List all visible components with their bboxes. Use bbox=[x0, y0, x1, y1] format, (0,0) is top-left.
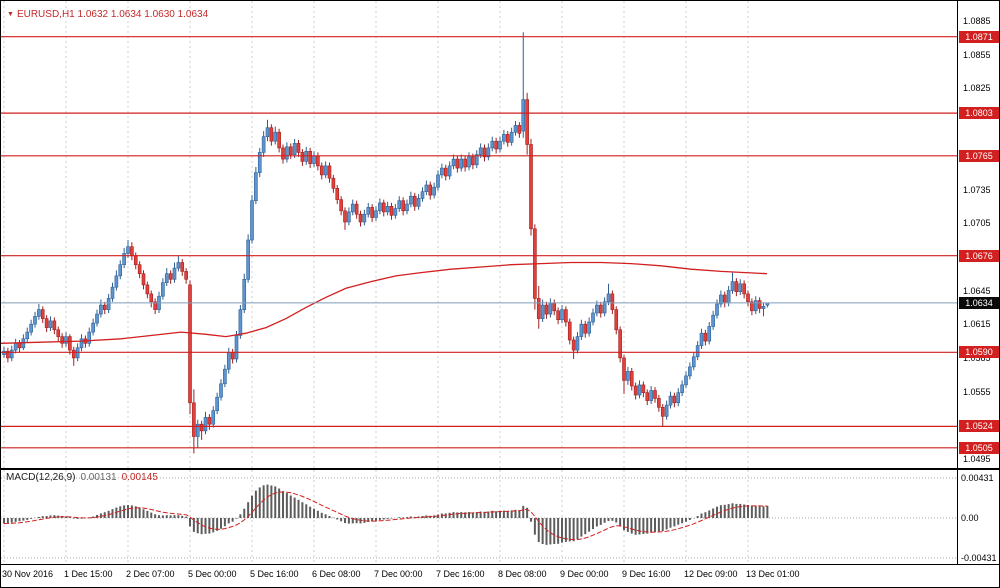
current-price-badge: 1.0634 bbox=[959, 296, 999, 309]
price-level-badge[interactable]: 1.0765 bbox=[959, 149, 999, 162]
time-axis-label: 9 Dec 16:00 bbox=[622, 569, 671, 579]
price-level-badge[interactable]: 1.0524 bbox=[959, 420, 999, 433]
price-tick-label: 1.0495 bbox=[963, 454, 991, 464]
time-axis-label: 12 Dec 09:00 bbox=[684, 569, 738, 579]
macd-tick-label: 0.00431 bbox=[961, 473, 994, 483]
price-tick-label: 1.0855 bbox=[963, 49, 991, 60]
price-level-badge[interactable]: 1.0871 bbox=[959, 30, 999, 43]
price-tick-label: 1.0645 bbox=[963, 285, 991, 296]
symbol-marker-icon: ▼ bbox=[7, 11, 14, 18]
macd-name: MACD(12,26,9) bbox=[6, 472, 76, 483]
macd-main-value: 0.00131 bbox=[80, 472, 117, 483]
price-tick-label: 1.0615 bbox=[963, 319, 991, 330]
price-tick-label: 1.0555 bbox=[963, 386, 991, 397]
macd-histogram bbox=[3, 484, 769, 545]
time-axis-label: 13 Dec 01:00 bbox=[746, 569, 800, 579]
price-level-badge[interactable]: 1.0590 bbox=[959, 346, 999, 359]
time-axis-label: 7 Dec 00:00 bbox=[374, 569, 423, 579]
symbol-ohlc-label: ▼ EURUSD,H1 1.0632 1.0634 1.0630 1.0634 bbox=[7, 9, 208, 20]
price-level-badge[interactable]: 1.0505 bbox=[959, 441, 999, 454]
time-axis-label: 2 Dec 07:00 bbox=[126, 569, 175, 579]
panel-separator[interactable] bbox=[1, 468, 999, 470]
time-axis-label: 5 Dec 00:00 bbox=[188, 569, 237, 579]
macd-tick-label: 0.00 bbox=[961, 513, 979, 523]
time-axis-label: 8 Dec 08:00 bbox=[498, 569, 547, 579]
time-axis-label: 6 Dec 08:00 bbox=[312, 569, 361, 579]
macd-vertical-gridlines bbox=[3, 470, 749, 564]
time-axis-label: 7 Dec 16:00 bbox=[436, 569, 485, 579]
price-tick-label: 1.0885 bbox=[963, 16, 991, 26]
macd-signal-value: 0.00145 bbox=[121, 472, 158, 483]
time-axis-label: 1 Dec 15:00 bbox=[64, 569, 113, 579]
time-axis-label: 9 Dec 00:00 bbox=[560, 569, 609, 579]
price-tick-label: 1.0735 bbox=[963, 184, 991, 195]
macd-indicator-label: MACD(12,26,9) 0.00131 0.00145 bbox=[6, 472, 158, 483]
price-axis-border bbox=[957, 1, 958, 564]
vertical-gridlines bbox=[3, 1, 749, 468]
symbol-ohlc-text: EURUSD,H1 1.0632 1.0634 1.0630 1.0634 bbox=[16, 9, 209, 20]
price-tick-label: 1.0825 bbox=[963, 83, 991, 94]
price-tick-label: 1.0705 bbox=[963, 218, 991, 229]
macd-level-lines bbox=[1, 477, 957, 559]
candles bbox=[2, 32, 770, 454]
macd-tick-label: -0.00431 bbox=[961, 552, 997, 563]
horizontal-level-lines[interactable] bbox=[1, 36, 957, 449]
price-chart-svg[interactable] bbox=[1, 1, 957, 468]
price-level-badge[interactable]: 1.0676 bbox=[959, 249, 999, 262]
price-level-badge[interactable]: 1.0803 bbox=[959, 107, 999, 120]
axis-separator bbox=[1, 564, 999, 565]
macd-signal-line bbox=[3, 491, 768, 541]
time-axis-label: 5 Dec 16:00 bbox=[250, 569, 299, 579]
moving-average-line[interactable] bbox=[1, 261, 768, 344]
time-axis-label: 30 Nov 2016 bbox=[2, 569, 54, 579]
macd-chart-svg[interactable] bbox=[1, 470, 957, 564]
